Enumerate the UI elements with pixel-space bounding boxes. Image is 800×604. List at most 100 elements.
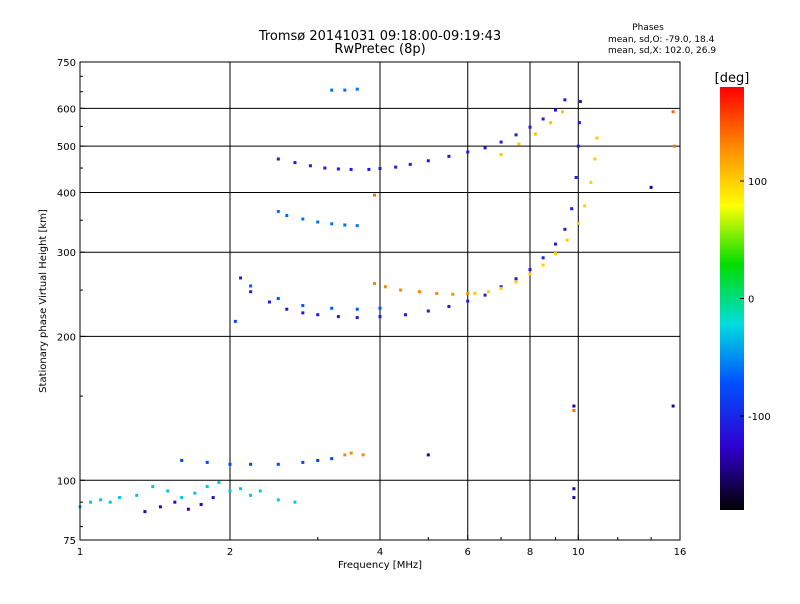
echo-point	[180, 458, 184, 462]
echo-point	[553, 242, 557, 246]
echo-point	[249, 290, 253, 294]
echo-point	[572, 496, 576, 500]
colorbar-label: [deg]	[715, 71, 750, 86]
echo-point	[89, 500, 93, 504]
chart-subtitle: RwPretec (8p)	[334, 42, 425, 57]
echo-point	[343, 453, 347, 457]
echo-point	[483, 293, 487, 297]
echo-point	[199, 502, 203, 506]
echo-point	[426, 309, 430, 313]
echo-point	[166, 489, 170, 493]
echo-point	[572, 408, 576, 412]
echo-point	[343, 88, 347, 92]
echo-point	[233, 319, 237, 323]
echo-point	[378, 315, 382, 319]
echo-point	[258, 489, 262, 493]
echo-point	[574, 175, 578, 179]
echo-point	[336, 167, 340, 171]
echo-point	[205, 485, 209, 489]
x-tick-label: 6	[465, 547, 471, 558]
echo-point	[293, 500, 297, 504]
echo-point	[249, 462, 253, 466]
y-tick-label: 600	[57, 104, 76, 115]
echo-point	[528, 125, 532, 129]
echo-point	[595, 136, 599, 140]
echo-point	[267, 300, 271, 304]
echo-point	[308, 164, 312, 168]
echo-point	[316, 458, 320, 462]
echo-point	[355, 224, 359, 228]
colorbar-tick-label: 0	[748, 295, 754, 306]
echo-point	[285, 214, 289, 218]
x-tick-label: 8	[527, 547, 533, 558]
echo-point	[593, 157, 597, 161]
echo-point	[572, 404, 576, 408]
echo-point	[349, 451, 353, 455]
echo-point	[499, 153, 503, 157]
echo-point	[399, 288, 403, 292]
echo-point	[570, 207, 574, 211]
echo-point	[578, 100, 582, 104]
echo-point	[426, 159, 430, 163]
echo-point	[577, 121, 581, 125]
echo-point	[514, 277, 518, 281]
stats-line-x: mean, sd,X: 102.0, 26.9	[608, 46, 716, 56]
echo-point	[301, 217, 305, 221]
echo-point	[403, 313, 407, 317]
echo-point	[330, 222, 334, 226]
x-tick-label: 1	[77, 547, 83, 558]
y-tick-label: 100	[57, 476, 76, 487]
echo-point	[330, 306, 334, 310]
echo-point	[276, 498, 280, 502]
echo-point	[514, 280, 518, 284]
echo-point	[239, 276, 243, 280]
stats-line-o: mean, sd,O: -79.0, 18.4	[608, 35, 715, 45]
echo-point	[447, 154, 451, 158]
echo-point	[499, 286, 503, 290]
echo-point	[394, 165, 398, 169]
echo-point	[117, 496, 121, 500]
echo-point	[99, 498, 103, 502]
y-tick-label: 200	[57, 332, 76, 343]
echo-point	[383, 285, 387, 289]
echo-point	[151, 485, 155, 489]
echo-point	[426, 453, 430, 457]
echo-point	[378, 306, 382, 310]
echo-point	[533, 132, 537, 136]
echo-point	[276, 210, 280, 214]
echo-point	[249, 493, 253, 497]
echo-point	[373, 282, 377, 286]
colorbar-tick-label: -100	[748, 412, 771, 423]
x-axis-label: Frequency [MHz]	[338, 560, 422, 571]
echo-point	[673, 144, 677, 148]
y-tick-label: 500	[57, 142, 76, 153]
echo-point	[276, 297, 280, 301]
echo-point	[576, 144, 580, 148]
echo-point	[466, 299, 470, 303]
echo-point	[343, 223, 347, 227]
echo-point	[499, 140, 503, 144]
x-tick-label: 2	[227, 547, 233, 558]
echo-point	[528, 268, 532, 272]
echo-point	[408, 162, 412, 166]
echo-point	[553, 108, 557, 112]
echo-point	[330, 88, 334, 92]
echo-point	[572, 487, 576, 491]
chart-title: Tromsø 20141031 09:18:00-09:19:43	[258, 29, 501, 44]
echo-point	[349, 167, 353, 171]
echo-point	[447, 304, 451, 308]
x-tick-label: 4	[377, 547, 383, 558]
echo-point	[435, 291, 439, 295]
echo-point	[293, 161, 297, 165]
echo-point	[143, 510, 147, 514]
echo-point	[589, 180, 593, 184]
echo-point	[276, 462, 280, 466]
grid-lines	[80, 62, 680, 540]
echo-point	[228, 489, 232, 493]
echo-point	[193, 491, 197, 495]
y-tick-label: 75	[63, 536, 76, 547]
y-tick-label: 300	[57, 248, 76, 259]
echo-point	[563, 227, 567, 231]
